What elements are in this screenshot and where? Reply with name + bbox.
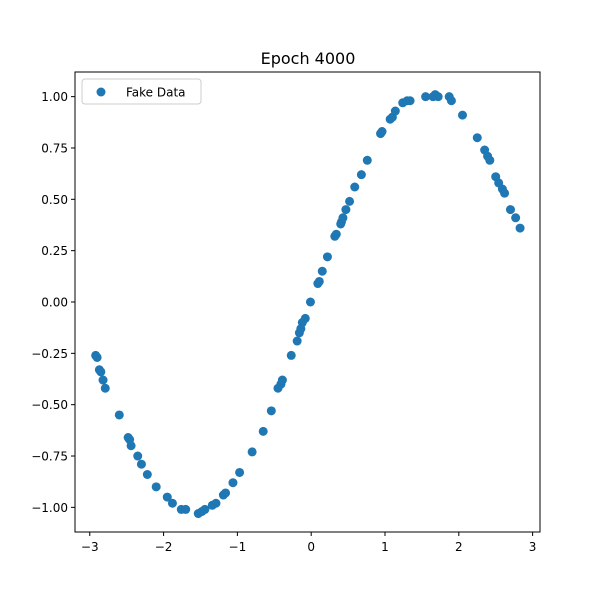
data-point [356, 170, 366, 180]
data-point [96, 367, 106, 377]
data-point [405, 96, 415, 106]
data-point [142, 470, 152, 479]
data-point [314, 276, 324, 286]
data-point [100, 383, 110, 393]
data-point [433, 92, 443, 102]
data-point [151, 482, 161, 492]
y-tick-label: 0.75 [41, 141, 68, 155]
y-tick-label: 0.25 [41, 244, 68, 258]
data-point [317, 266, 327, 276]
y-tick-label: −0.25 [31, 347, 68, 361]
data-point [167, 498, 177, 508]
data-point [92, 352, 102, 362]
data-point [258, 426, 268, 436]
data-point [338, 213, 348, 223]
y-tick-label: 0.00 [41, 296, 68, 310]
x-tick-label: 2 [455, 540, 463, 554]
data-point [350, 182, 360, 192]
data-point [266, 406, 276, 416]
y-tick-label: −1.00 [31, 501, 68, 515]
data-point [136, 459, 146, 469]
data-point [133, 451, 143, 461]
x-tick-label: −3 [81, 540, 99, 554]
data-point [331, 229, 341, 239]
data-point [200, 504, 210, 514]
data-point [390, 106, 400, 116]
data-point [247, 447, 257, 457]
x-tick-label: −1 [229, 540, 247, 554]
x-tick-label: 3 [529, 540, 537, 554]
x-tick-label: 0 [307, 540, 315, 554]
data-point [472, 133, 482, 143]
y-tick-label: −0.50 [31, 398, 68, 412]
data-point [181, 504, 191, 514]
data-point [162, 492, 172, 502]
data-point [114, 410, 124, 420]
data-point [292, 336, 302, 346]
data-point [211, 498, 221, 508]
y-tick-label: 1.00 [41, 90, 68, 104]
plot-area: −3 −2 −1 0 1 2 3 1.00 0.75 0.50 0.25 0.00 −0.25 −0.50… [31, 71, 541, 554]
data-point [305, 297, 315, 307]
legend-frame [81, 78, 202, 105]
data-point [98, 375, 108, 385]
data-point [235, 467, 245, 477]
data-point [126, 441, 136, 451]
data-point [362, 155, 372, 165]
y-tick-label: 0.50 [41, 193, 68, 207]
legend-marker [96, 87, 106, 97]
data-point [277, 375, 287, 385]
data-point [345, 196, 355, 206]
chart-title: Epoch 4000 [261, 49, 356, 68]
x-tick-label: −2 [155, 540, 173, 554]
y-tick-label: −0.75 [31, 450, 68, 464]
data-point [505, 205, 515, 215]
data-point [341, 205, 351, 215]
data-point [322, 252, 332, 262]
data-point [228, 478, 238, 488]
data-point [485, 155, 495, 165]
data-point [500, 188, 510, 198]
data-point [300, 313, 310, 323]
data-point [221, 488, 231, 498]
data-point [377, 127, 387, 137]
data-point [446, 96, 456, 106]
data-point [511, 213, 521, 223]
data-point [286, 350, 296, 360]
data-point [515, 223, 525, 233]
data-point [421, 92, 431, 102]
x-tick-label: 1 [381, 540, 389, 554]
data-point [458, 110, 467, 120]
legend-label: Fake Data [126, 86, 186, 100]
legend: Fake Data [81, 78, 202, 105]
